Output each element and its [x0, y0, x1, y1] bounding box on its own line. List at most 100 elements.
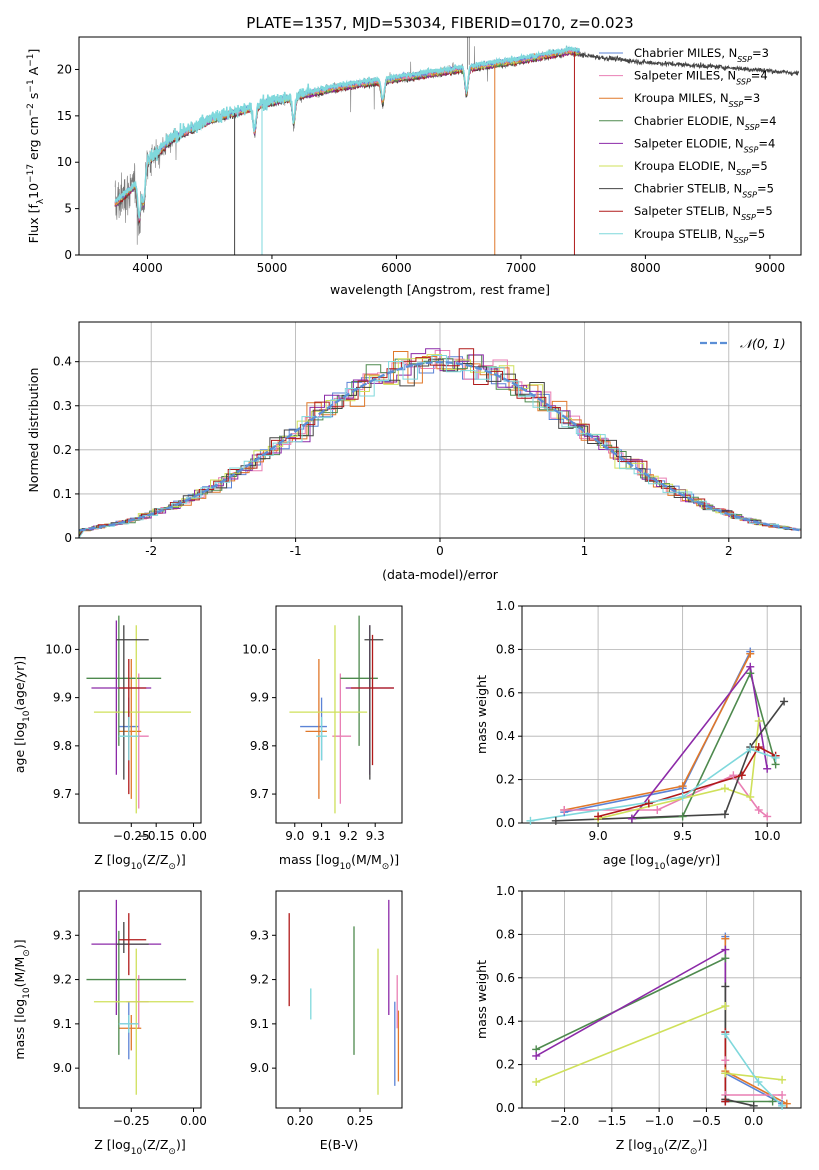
observed-spectrum — [114, 45, 580, 245]
legend-entry-tail: =5 — [748, 227, 765, 241]
y-tick-label: 5 — [64, 202, 72, 216]
x-tick-label: 5000 — [257, 261, 288, 275]
x-tick-label: −2.0 — [550, 1114, 579, 1128]
x-axis-label-part: mass [log — [279, 852, 340, 867]
x-tick-label: 7000 — [506, 261, 537, 275]
y-axis-label-part: (age/yr)] — [12, 656, 27, 711]
y-tick-label: 9.8 — [250, 739, 269, 753]
x-tick-label: 9.1 — [312, 829, 331, 843]
y-axis-label: mass weight — [474, 675, 489, 754]
figure-title: PLATE=1357, MJD=53034, FIBERID=0170, z=0… — [246, 14, 633, 32]
axes-frame: −0.25−0.15 0.00 9.7 9.8 9.9 10.0 — [45, 605, 207, 843]
x-axis-label-part: )] — [697, 1137, 707, 1152]
y-tick-label: 0.8 — [496, 642, 515, 656]
y-tick-label: 15 — [57, 109, 72, 123]
y-tick-label: 9.1 — [250, 1017, 269, 1031]
x-axis-label-part: age [log — [603, 852, 654, 867]
y-tick-label: 10.0 — [45, 642, 72, 656]
legend-entry-sub: SSP — [736, 168, 751, 177]
y-tick-label: 10.0 — [242, 642, 269, 656]
legend-entry-label: Chabrier ELODIE, N — [634, 114, 745, 128]
x-tick-label: 0.20 — [287, 1114, 314, 1128]
spectrum-panel: 4000 5000 6000 7000 8000 9000 0 5 10 15 20 waveleng… — [26, 36, 802, 297]
y-tick-label: 9.0 — [53, 1061, 72, 1075]
y-tick-label: 9.9 — [53, 691, 72, 705]
y-axis-label-part: (M/M — [12, 957, 27, 988]
x-axis-label-part: 10 — [131, 1147, 143, 1157]
y-axis-label-part: −1 — [26, 79, 36, 92]
x-axis-label-part: 10 — [652, 1147, 664, 1157]
y-axis-label-part: erg cm — [26, 116, 41, 164]
y-tick-label: 0.0 — [496, 816, 515, 830]
legend-entry: Salpeter STELIB, NSSP=5 — [634, 204, 773, 222]
x-axis-label: (data-model)/error — [382, 567, 499, 582]
y-tick-label: 0.4 — [496, 729, 515, 743]
x-tick-label: −1.5 — [597, 1114, 626, 1128]
x-tick-label: 9.0 — [589, 829, 608, 843]
x-axis-label-part: 10 — [131, 862, 143, 872]
histogram-chabrier_miles — [79, 356, 795, 538]
mass-vs-ebv-panel: 0.20 0.25 9.0 9.1 9.2 9.3 E(B-V) — [250, 890, 403, 1152]
plot-area — [86, 899, 194, 1095]
histogram-salpeter_stelib — [79, 348, 801, 538]
y-tick-label: 1.0 — [496, 599, 515, 613]
y-axis-label-part: ] — [26, 49, 41, 54]
histogram-chabrier_elodie — [79, 354, 800, 538]
massweight-vs-metallicity-panel: −2.0 −1.5 −1.0 −0.5 0.0 0.0 0.2 0.4 0.6 0.8 1.0 Z [… — [474, 884, 802, 1157]
y-tick-label: 0 — [64, 531, 72, 545]
legend-entry-sub: SSP — [737, 55, 752, 64]
legend-entry-sub: SSP — [742, 190, 757, 199]
y-axis-label-part: s — [26, 93, 41, 104]
x-axis-label-part: ⊙ — [168, 862, 176, 872]
legend-entry-tail: =4 — [751, 69, 768, 83]
legend-entry-sub: SSP — [736, 77, 751, 86]
legend-entry-label: Chabrier STELIB, N — [634, 182, 742, 196]
y-tick-label: 0.4 — [53, 355, 72, 369]
y-axis-label-part: −2 — [26, 103, 36, 116]
legend-entry-tail: =5 — [756, 204, 773, 218]
age-vs-mass-panel: 9.0 9.1 9.2 9.3 9.7 9.8 9.9 10.0 mass [log10(M/M… — [242, 605, 403, 872]
x-axis-label: wavelength [Angstrom, rest frame] — [330, 282, 550, 297]
axes-border — [521, 605, 802, 824]
legend-entry-label: Kroupa MILES, N — [634, 91, 729, 105]
legend-entry: Salpeter MILES, NSSP=4 — [634, 69, 768, 87]
y-tick-label: 0.3 — [53, 399, 72, 413]
x-axis-label-part: )] — [176, 1137, 186, 1152]
histogram-legend: 𝒩(0, 1) — [700, 336, 786, 351]
x-axis-label: Z [log10(Z/Z⊙)] — [94, 852, 185, 872]
y-tick-label: 0.8 — [496, 927, 515, 941]
mass-vs-metallicity-panel: −0.25 0.009.09.19.29.3Z [log10(Z/Z⊙)]mass… — [12, 890, 207, 1157]
y-axis-label-part: 10 — [22, 710, 32, 722]
x-axis-label: Z [log10(Z/Z⊙)] — [94, 1137, 185, 1157]
y-tick-label: 0.1 — [53, 487, 72, 501]
axes-border — [78, 605, 202, 824]
x-axis-label-part: 10 — [654, 862, 666, 872]
x-axis-label-part: (M/M — [351, 852, 382, 867]
legend-entry-tail: =3 — [752, 46, 769, 60]
y-tick-label: 0.2 — [496, 1058, 515, 1072]
x-tick-label: −0.25 — [113, 829, 150, 843]
y-tick-label: 0 — [64, 248, 72, 262]
y-axis-label-part: −1 — [26, 54, 36, 67]
y-axis-label-part: λ — [36, 198, 46, 204]
x-axis-label-part: ⊙ — [382, 862, 390, 872]
x-axis-label-part: (Z/Z — [142, 1137, 168, 1152]
x-axis-label-part: (Z/Z — [142, 852, 168, 867]
x-tick-label: 8000 — [630, 261, 661, 275]
legend-entry: Chabrier ELODIE, NSSP=4 — [634, 114, 776, 132]
x-tick-label: 2 — [725, 544, 733, 558]
axes-frame: 4000 5000 6000 7000 8000 9000 0 5 10 15 20 — [57, 36, 802, 275]
y-axis-label-part: Flux [f — [26, 204, 41, 244]
x-axis-label: Z [log10(Z/Z⊙)] — [616, 1137, 707, 1157]
histogram-kroupa_elodie — [79, 354, 801, 538]
x-axis-label-part: Z [log — [94, 1137, 130, 1152]
histogram-kroupa_miles — [79, 351, 798, 538]
y-tick-label: 0.2 — [53, 443, 72, 457]
x-tick-label: 10.0 — [754, 829, 781, 843]
axes-border — [78, 36, 802, 256]
x-axis-label-part: (age/yr)] — [665, 852, 720, 867]
x-axis-label-part: (Z/Z — [664, 1137, 690, 1152]
legend-entry-label: Salpeter MILES, N — [634, 69, 736, 83]
histogram-kroupa_stelib — [79, 355, 801, 538]
